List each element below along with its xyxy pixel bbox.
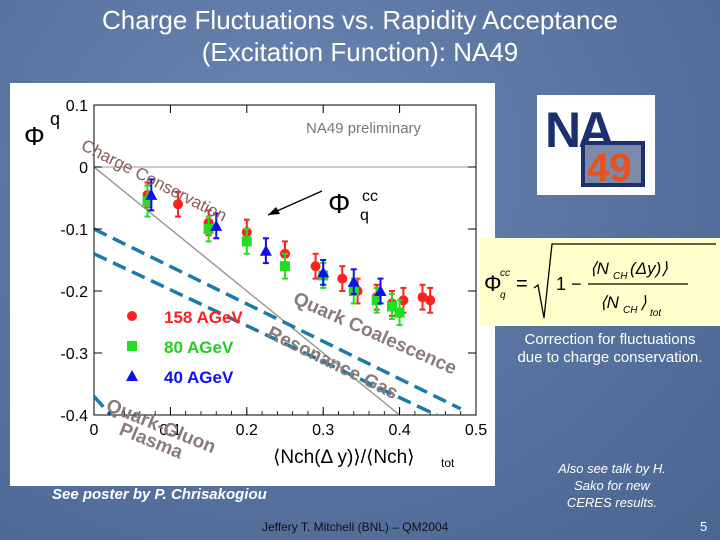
logo-49-text: 49 [587,146,632,190]
also-line-2: Sako for new [574,478,650,493]
also-see-note: Also see talk by H. Sako for new CERES r… [522,460,702,511]
formula-den-tail: ⟩ [640,293,647,312]
plot-frame [93,104,477,416]
legend-label: 158 AGeV [164,308,243,327]
legend-marker-circle [127,311,137,321]
charge-conservation-label: Charge Conservation [78,136,230,226]
data-point-circle [398,295,409,306]
legend-marker-square [127,341,137,351]
formula-phi-sub: q [500,290,506,301]
x-tick-label: 0.2 [236,422,258,439]
title-line-1: Charge Fluctuations vs. Rapidity Accepta… [102,5,618,35]
poster-note: See poster by P. Chrisakogiou [52,486,267,503]
data-point-square [280,261,290,272]
formula-num: ⟨N [590,259,610,278]
y-tick-label: -0.2 [60,284,88,301]
y-tick-label: 0 [79,160,88,177]
x-tick-label: 0 [90,422,99,439]
data-point-triangle [259,244,272,256]
legend-label: 80 AGeV [164,338,234,357]
formula-sqrt [533,243,716,319]
y-axis-phi: Φ [24,121,45,151]
also-line-1: Also see talk by H. [558,461,666,476]
y-axis-q: q [50,109,60,129]
phi-cc-symbol: Φ [328,188,350,219]
na49-logo-graphic: NA 49 [541,99,651,191]
data-point-square [241,236,252,247]
y-tick-label: -0.1 [60,222,88,239]
data-point-square [203,224,214,234]
correction-formula: Φ cc q = 1 − ⟨N CH (Δy)⟩ ⟨N CH ⟩ tot [484,243,716,319]
phi-cc-sup: cc [362,188,378,205]
data-point-square [394,307,405,318]
formula-den-sub2: tot [650,308,662,319]
formula-den: ⟨N [600,293,620,312]
resonance-gas-line [94,252,441,415]
correction-formula-box: Φ cc q = 1 − ⟨N CH (Δy)⟩ ⟨N CH ⟩ tot [480,238,720,326]
formula-den-sub: CH [623,305,638,316]
formula-equals: = [516,273,528,295]
y-tick-label: 0.1 [66,98,88,115]
data-point-circle [425,295,436,306]
formula-num-sub: CH [613,271,628,282]
data-point-triangle [210,219,223,231]
footer-author: Jeffery T. Mitchell (BNL) – QM2004 [262,520,449,534]
x-tick-label: 0.3 [312,422,334,439]
data-point-triangle [317,266,330,278]
x-axis-label: ⟨Nch(Δ y)⟩/⟨Nch⟩ [273,447,415,468]
correction-caption: Correction for fluctuations due to charg… [517,331,703,366]
data-point-square [142,196,153,207]
data-point-triangle [374,285,387,296]
data-point-circle [337,273,348,284]
title-line-2: (Excitation Function): NA49 [201,37,519,67]
data-point-square [386,301,397,312]
formula-one-minus: 1 − [556,274,582,294]
formula-phi-sup: cc [500,268,510,279]
y-tick-label: -0.3 [60,346,88,363]
quark-coalescence-line [94,227,462,411]
legend-label: 40 AGeV [164,368,234,387]
data-point-circle [310,261,321,272]
phi-cc-arrowhead [268,207,280,215]
x-tick-label: 0.5 [465,422,487,439]
y-tick-label: -0.4 [60,408,88,425]
data-point-square [371,295,382,306]
formula-phi: Φ [484,271,502,296]
page-number: 5 [700,519,708,534]
data-point-circle [417,292,428,303]
phi-cc-sub: q [360,207,369,224]
formula-num-tail: (Δy)⟩ [630,259,668,278]
legend: 158 AGeV 80 AGeV 40 AGeV [126,308,243,387]
slide-title: Charge Fluctuations vs. Rapidity Accepta… [0,4,720,68]
na49-logo: NA 49 [537,95,655,195]
legend-marker-triangle [126,370,138,381]
x-axis-label-tot: tot [441,456,455,470]
data-point-circle [173,199,184,210]
x-tick-label: 0.1 [159,422,181,439]
also-line-3: CERES results. [566,495,658,510]
x-tick-label: 0.4 [388,422,410,439]
preliminary-label: NA49 preliminary [306,120,422,137]
data-point-triangle [347,275,360,287]
data-point-triangle [145,188,158,200]
